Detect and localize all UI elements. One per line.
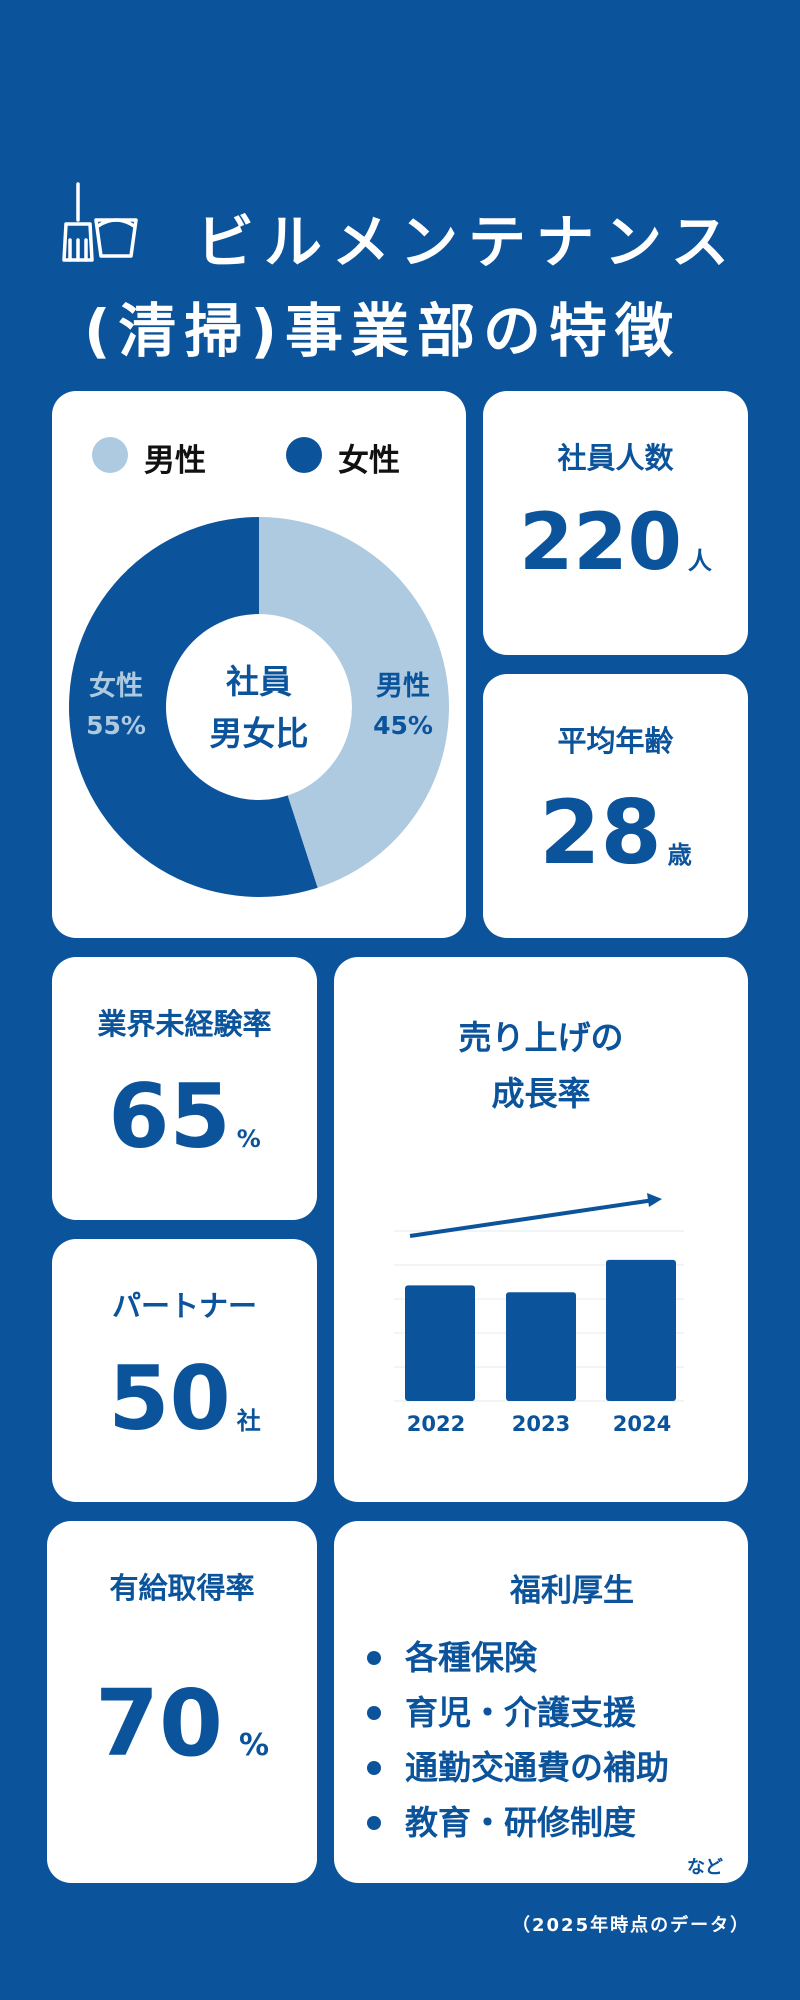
employees-unit: 人 <box>687 547 712 575</box>
gender-donut-chart <box>69 517 449 897</box>
arrow-up-right-icon <box>409 1193 662 1238</box>
page-title-line2: (清掃)事業部の特徴 <box>84 297 682 365</box>
inexperienced-rate-value-group: 65% <box>52 1073 317 1161</box>
paid-leave-label: 有給取得率 <box>109 1571 255 1605</box>
list-item: 教育・研修制度 <box>365 1795 669 1850</box>
footer-note: （2025年時点のデータ） <box>512 1915 751 1936</box>
list-item: 育児・介護支援 <box>365 1685 669 1740</box>
partners-unit: 社 <box>236 1407 261 1435</box>
center-line2: 男女比 <box>209 714 309 753</box>
average-age-value-group: 28 歳 <box>483 789 748 877</box>
paid-leave-card: 有給取得率 70% <box>47 1521 317 1883</box>
inexperienced-rate-unit: % <box>236 1125 261 1153</box>
female-slice-label: 女性 55% <box>76 664 156 740</box>
inexperienced-rate-label: 業界未経験率 <box>97 1007 272 1041</box>
average-age-label: 平均年齢 <box>557 724 674 758</box>
female-label: 女性 <box>89 671 143 702</box>
paid-leave-value: 70 <box>94 1670 223 1777</box>
year-label-2022: 2022 <box>406 1412 466 1436</box>
list-item: 各種保険 <box>365 1630 669 1685</box>
partners-value-group: 50 社 <box>52 1355 317 1443</box>
year-label-2024: 2024 <box>612 1412 672 1436</box>
sales-bar-chart <box>394 1193 684 1402</box>
welfare-card: 福利厚生 各種保険 育児・介護支援 通勤交通費の補助 教育・研修制度 など <box>334 1521 748 1883</box>
chart-bars <box>405 1259 676 1401</box>
female-pct: 55% <box>86 711 146 740</box>
welfare-list: 各種保険 育児・介護支援 通勤交通費の補助 教育・研修制度 <box>365 1630 669 1850</box>
broom-bucket-icon <box>58 180 140 262</box>
partners-card: パートナー 50 社 <box>52 1239 317 1502</box>
inexperienced-rate-value: 65 <box>108 1065 231 1168</box>
donut-center-label: 社員 男女比 <box>159 656 359 760</box>
average-age-card: 平均年齢 28 歳 <box>483 674 748 938</box>
employees-label: 社員人数 <box>557 441 674 475</box>
employees-card: 社員人数 220 人 <box>483 391 748 655</box>
page-title-line1: ビルメンテナンス <box>196 208 739 276</box>
welfare-title: 福利厚生 <box>510 1573 634 1609</box>
sales-growth-card: 売り上げの 成長率 2022 2023 2024 <box>334 957 748 1502</box>
legend-male-label: 男性 <box>144 443 206 479</box>
gender-ratio-card: 男性 女性 社員 男女比 女性 55% 男性 45% <box>52 391 466 938</box>
employees-value-group: 220 人 <box>483 504 748 582</box>
bar-2022 <box>405 1285 475 1401</box>
paid-leave-value-group: 70% <box>47 1678 317 1770</box>
center-line1: 社員 <box>226 662 292 701</box>
bar-2024 <box>606 1259 676 1401</box>
partners-label: パートナー <box>111 1289 257 1323</box>
donut-hole <box>166 614 352 800</box>
sales-title: 売り上げの 成長率 <box>334 1010 748 1122</box>
average-age-unit: 歳 <box>667 841 692 869</box>
male-slice-label: 男性 45% <box>363 664 443 740</box>
list-item: 通勤交通費の補助 <box>365 1740 669 1795</box>
year-label-2023: 2023 <box>511 1412 571 1436</box>
welfare-etc: など <box>687 1857 723 1878</box>
paid-leave-unit: % <box>238 1728 270 1763</box>
sales-title-line1: 売り上げの <box>458 1018 624 1057</box>
legend-female-label: 女性 <box>338 443 400 479</box>
average-age-value: 28 <box>539 781 662 884</box>
employees-value: 220 <box>519 498 682 588</box>
sales-title-line2: 成長率 <box>491 1074 591 1113</box>
inexperienced-rate-card: 業界未経験率 65% <box>52 957 317 1220</box>
bar-2023 <box>506 1292 576 1401</box>
male-label: 男性 <box>376 671 430 702</box>
partners-value: 50 <box>108 1347 231 1450</box>
male-pct: 45% <box>373 711 433 740</box>
legend-male-swatch <box>92 437 128 473</box>
legend-female-swatch <box>286 437 322 473</box>
male-slice <box>259 517 449 888</box>
